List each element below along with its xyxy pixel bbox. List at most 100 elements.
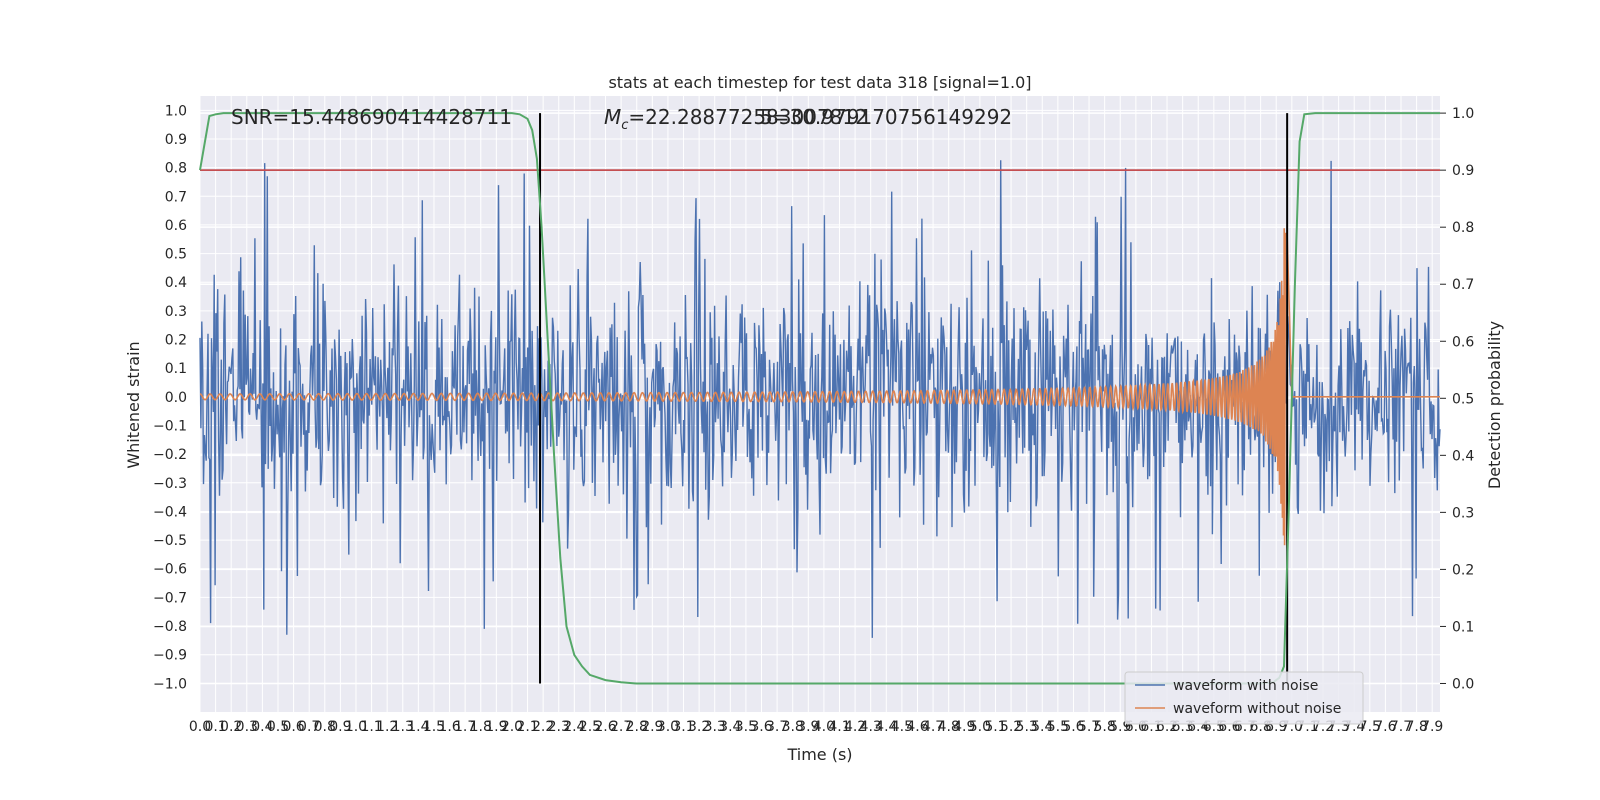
x-tick-label: 2.1 [516, 719, 538, 735]
x-tick-label: 1.8 [470, 719, 492, 735]
x-tick-label: 5.6 [1062, 719, 1084, 735]
x-tick-label: 3.8 [782, 719, 804, 735]
x-tick-label: 1.9 [485, 719, 507, 735]
y-tick-label: −0.2 [153, 447, 187, 463]
x-tick-label: 3.5 [735, 719, 757, 735]
y2-tick-label: 0.6 [1452, 334, 1474, 350]
y-tick-label: 0.0 [165, 390, 187, 406]
x-tick-label: 5.8 [1094, 719, 1116, 735]
x-tick-label: 7.5 [1359, 719, 1381, 735]
x-tick-label: 2.8 [626, 719, 648, 735]
x-tick-label: 1.3 [392, 719, 414, 735]
x-tick-label: 4.5 [891, 719, 913, 735]
x-tick-label: 0.6 [282, 719, 304, 735]
x-tick-label: 4.1 [828, 719, 850, 735]
y2-tick-label: 0.0 [1452, 676, 1474, 692]
x-tick-label: 5.2 [1000, 719, 1022, 735]
x-tick-label: 3.1 [672, 719, 694, 735]
x-tick-label: 1.4 [407, 719, 429, 735]
x-tick-label: 1.1 [360, 719, 382, 735]
y-tick-label: −0.9 [153, 648, 187, 664]
y2-tick-label: 0.4 [1452, 448, 1474, 464]
y2-tick-label: 0.3 [1452, 505, 1474, 521]
y-tick-label: −0.7 [153, 590, 187, 606]
grid-layer [199, 96, 1440, 712]
ticks-layer: 0.00.10.20.30.40.50.60.70.80.91.01.11.21… [153, 103, 1474, 735]
x-tick-label: 5.3 [1016, 719, 1038, 735]
x-tick-label: 2.9 [641, 719, 663, 735]
x-tick-label: 5.7 [1078, 719, 1100, 735]
x-tick-label: 1.7 [454, 719, 476, 735]
x-tick-label: 5.0 [969, 719, 991, 735]
x-axis-label: Time (s) [786, 745, 852, 764]
chart-title: stats at each timestep for test data 318… [608, 73, 1031, 92]
y2-tick-label: 0.9 [1452, 163, 1474, 179]
x-tick-label: 3.2 [688, 719, 710, 735]
y-tick-label: 0.5 [165, 247, 187, 263]
x-tick-label: 0.5 [267, 719, 289, 735]
x-tick-label: 3.6 [750, 719, 772, 735]
y-tick-label: 0.2 [165, 333, 187, 349]
clean-waveform-layer [199, 228, 1440, 546]
x-tick-label: 2.5 [579, 719, 601, 735]
chirp-mass-annotation: Mc=22.288772583007812 [604, 105, 868, 133]
x-tick-label: 0.4 [251, 719, 273, 735]
y-tick-label: 0.7 [165, 189, 187, 205]
x-tick-label: 4.2 [844, 719, 866, 735]
x-tick-label: 3.9 [797, 719, 819, 735]
x-tick-label: 0.1 [204, 719, 226, 735]
x-tick-label: 3.7 [766, 719, 788, 735]
y2-tick-label: 0.7 [1452, 277, 1474, 293]
x-tick-label: 2.6 [594, 719, 616, 735]
x-tick-label: 4.6 [906, 719, 928, 735]
x-tick-label: 7.6 [1374, 719, 1396, 735]
y-tick-label: −0.5 [153, 533, 187, 549]
x-tick-label: 2.0 [501, 719, 523, 735]
x-tick-label: 1.2 [376, 719, 398, 735]
x-tick-label: 2.3 [548, 719, 570, 735]
y-tick-label: 0.6 [165, 218, 187, 234]
x-tick-label: 4.9 [953, 719, 975, 735]
y2-tick-label: 0.5 [1452, 391, 1474, 407]
legend-label-noise: waveform with noise [1173, 678, 1318, 694]
overlap-annotation: 5=30.979170756149292 [760, 105, 1012, 129]
y2-tick-label: 0.8 [1452, 220, 1474, 236]
x-tick-label: 5.4 [1031, 719, 1053, 735]
y-tick-label: 0.1 [165, 361, 187, 377]
x-tick-label: 4.8 [938, 719, 960, 735]
y2-tick-label: 0.1 [1452, 619, 1474, 635]
legend: waveform with noise waveform without noi… [1124, 671, 1364, 725]
x-tick-label: 2.4 [563, 719, 585, 735]
x-tick-label: 0.9 [329, 719, 351, 735]
overlay-layer [199, 112, 1440, 685]
x-tick-label: 5.5 [1047, 719, 1069, 735]
x-tick-label: 7.9 [1421, 719, 1443, 735]
x-tick-label: 3.0 [657, 719, 679, 735]
legend-label-clean: waveform without noise [1173, 701, 1341, 717]
x-tick-label: 1.0 [345, 719, 367, 735]
y-tick-label: 0.9 [165, 132, 187, 148]
x-tick-label: 0.0 [189, 719, 211, 735]
x-tick-label: 3.4 [719, 719, 741, 735]
x-tick-label: 4.3 [860, 719, 882, 735]
legend-box [1124, 671, 1364, 725]
clean-waveform-line [199, 228, 1440, 546]
x-tick-label: 4.7 [922, 719, 944, 735]
x-tick-label: 1.6 [438, 719, 460, 735]
y2-tick-label: 1.0 [1452, 106, 1474, 122]
x-tick-label: 5.1 [984, 719, 1006, 735]
y-axis-label: Whitened strain [124, 341, 143, 468]
x-tick-label: 0.7 [298, 719, 320, 735]
y-tick-label: 1.0 [165, 103, 187, 119]
y2-tick-label: 0.2 [1452, 562, 1474, 578]
x-tick-label: 4.4 [875, 719, 897, 735]
x-tick-label: 7.8 [1405, 719, 1427, 735]
y-tick-label: −0.8 [153, 619, 187, 635]
x-tick-label: 7.7 [1390, 719, 1412, 735]
snr-annotation: SNR=15.448690414428711 [231, 105, 512, 129]
x-tick-label: 0.8 [314, 719, 336, 735]
y-tick-label: −0.4 [153, 504, 187, 520]
y-tick-label: −1.0 [153, 676, 187, 692]
noise-waveform-layer [199, 160, 1441, 638]
